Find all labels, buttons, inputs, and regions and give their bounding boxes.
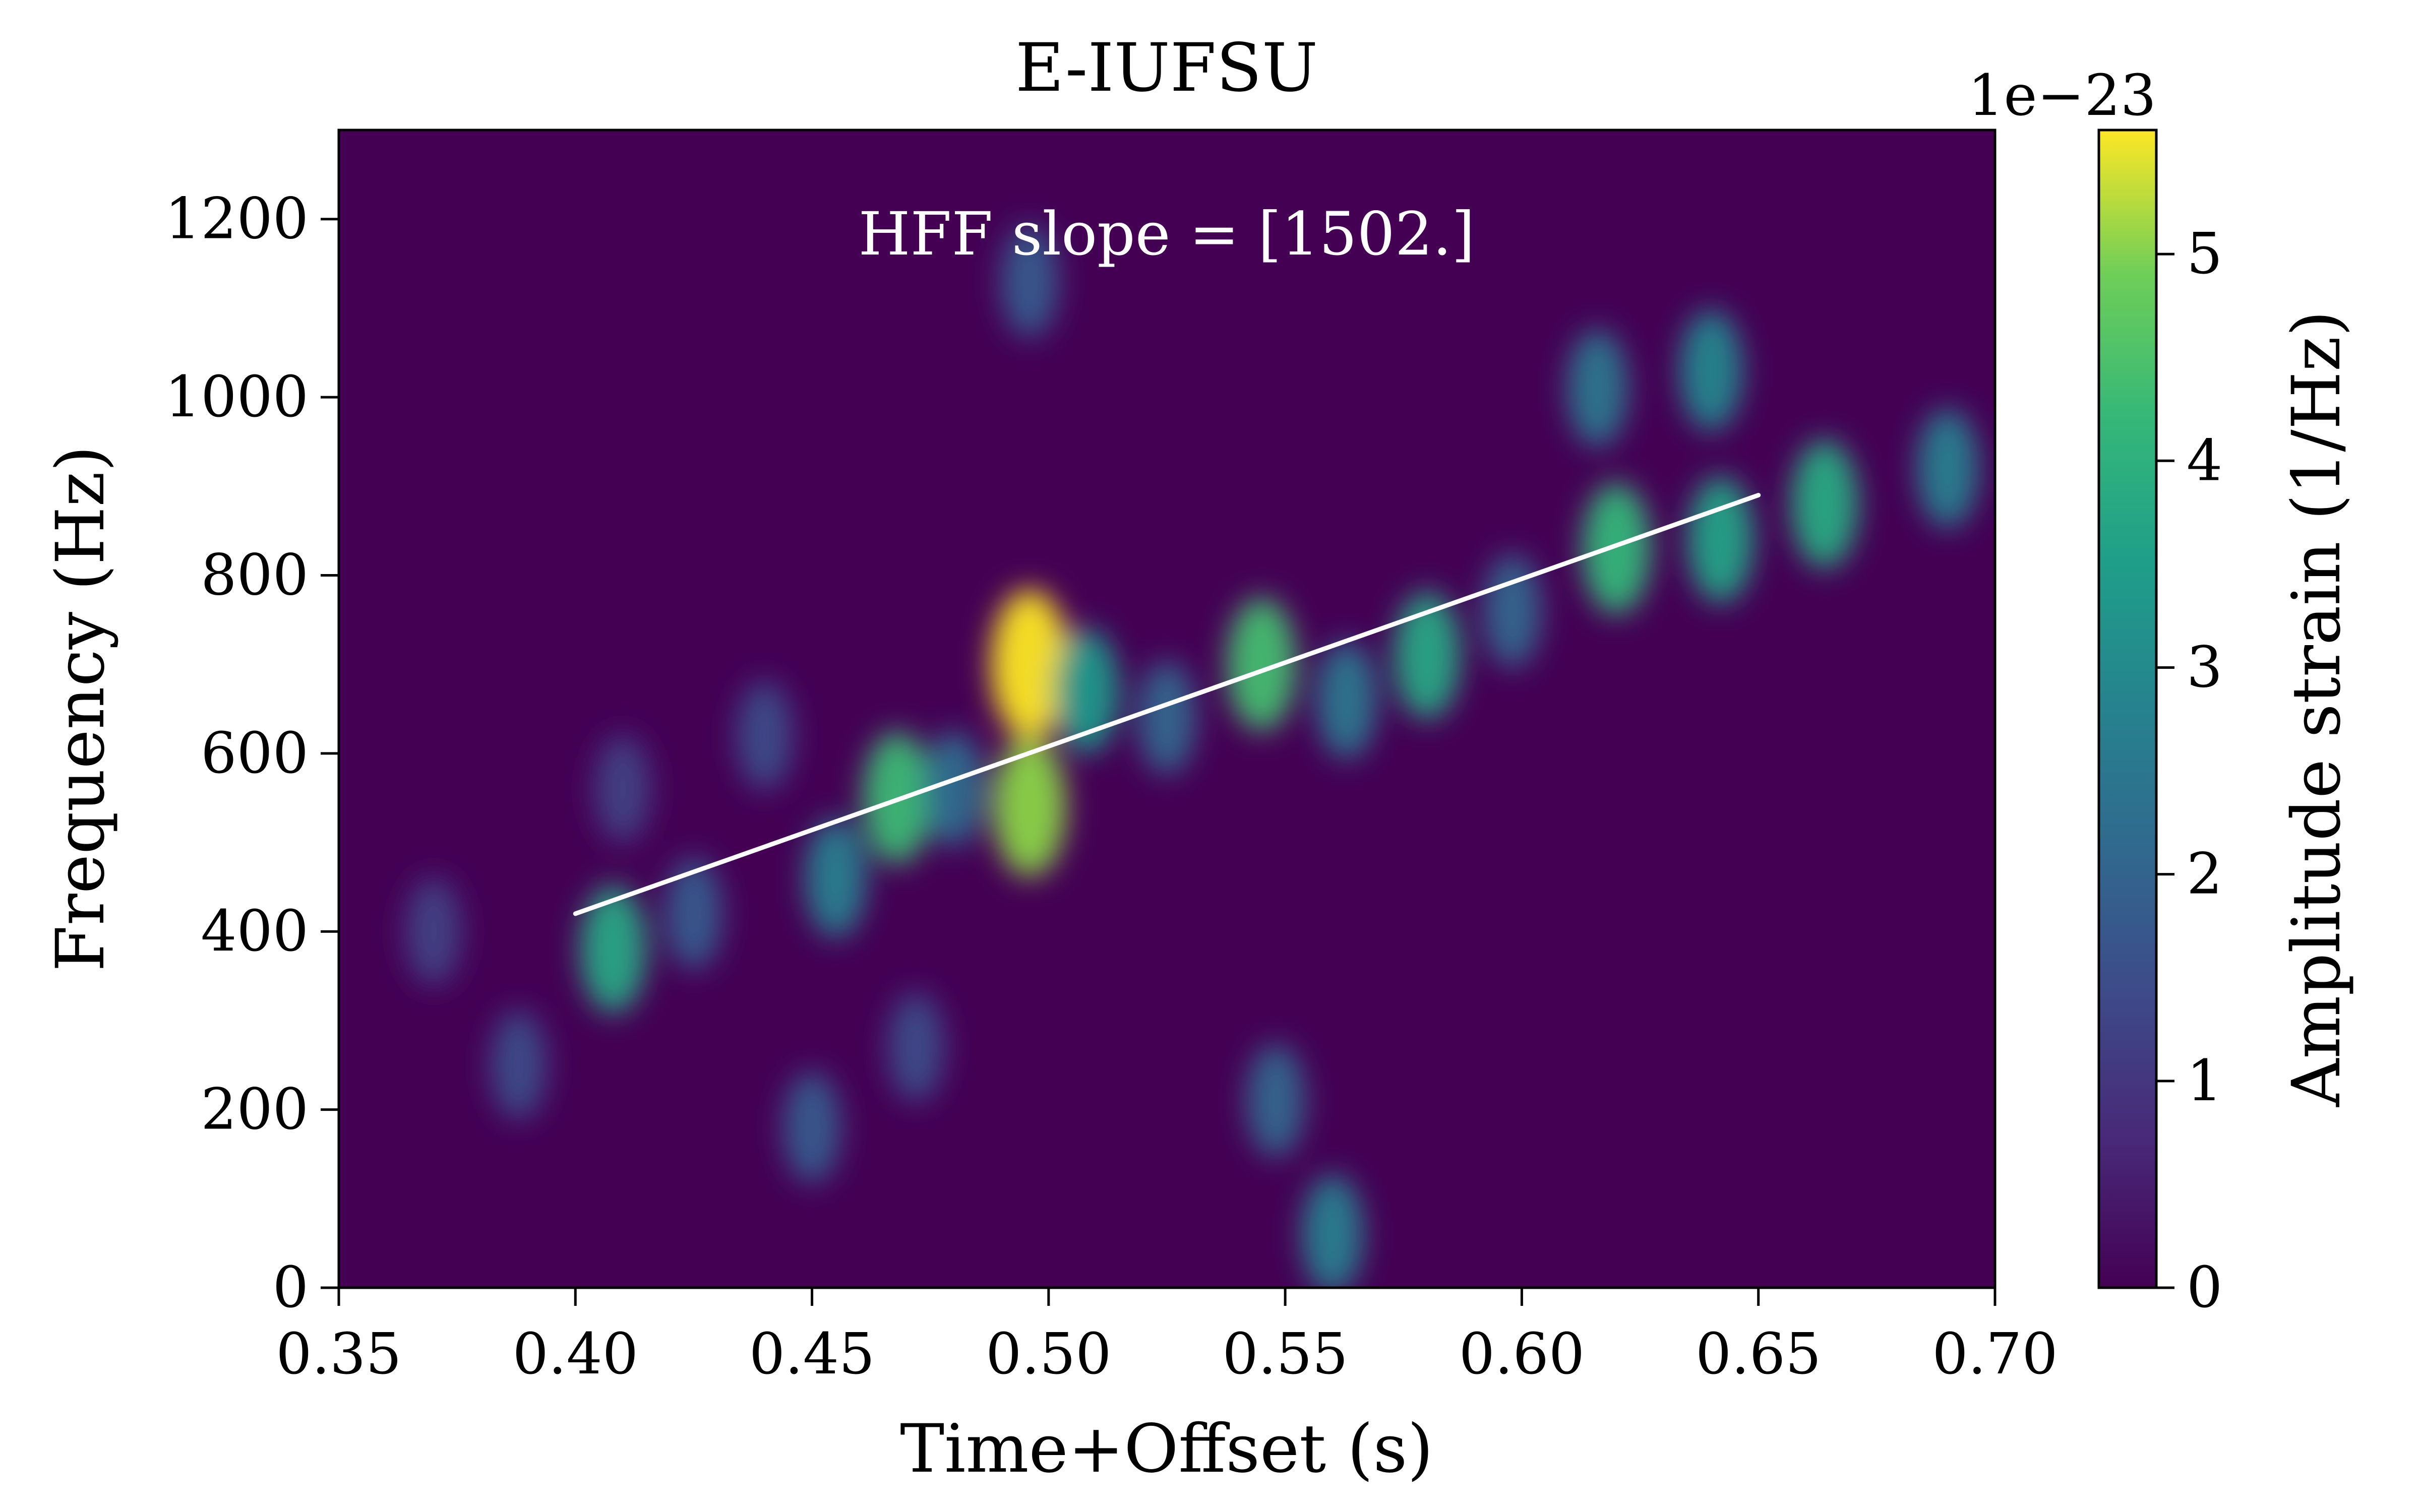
y-axis-label: Frequency (Hz) (42, 446, 119, 972)
heatmap-hotspot-5 (990, 589, 1069, 739)
heatmap-hotspot-15 (1791, 439, 1858, 569)
heatmap-hotspot-26 (736, 681, 794, 790)
x-tick-label: 0.50 (986, 1321, 1111, 1387)
chart-title: E-IUFSU (1015, 29, 1318, 107)
heatmap-hotspot-12 (1482, 554, 1542, 668)
x-tick-label: 0.45 (749, 1321, 875, 1387)
colorbar: 0 1 2 3 4 5 1e−23 Amplitude strain (1/Hz) (1968, 63, 2355, 1320)
y-tick-label: 400 (201, 899, 309, 964)
x-tick-label: 0.65 (1696, 1321, 1821, 1387)
x-tick-label: 0.35 (276, 1321, 401, 1387)
colorbar-tick-label: 3 (2187, 635, 2222, 700)
colorbar-gradient (2097, 129, 2158, 1289)
heatmap-hotspot-20 (1301, 1174, 1364, 1288)
x-axis-label: Time+Offset (s) (900, 1410, 1433, 1488)
heatmap-hotspot-23 (887, 992, 945, 1102)
y-tick-label: 1200 (165, 186, 309, 252)
fit-line (573, 492, 1761, 916)
heatmap-hotspot-17 (1566, 329, 1628, 448)
heatmap-hotspot-11 (1394, 591, 1461, 720)
colorbar-tick-label: 4 (2187, 428, 2222, 493)
heatmap-hotspot-19 (1000, 225, 1059, 338)
heatmap-hotspot-22 (782, 1071, 841, 1184)
x-tick-label: 0.60 (1459, 1321, 1585, 1387)
heatmap-hotspot-16 (1916, 408, 1979, 529)
heatmap-hotspot-2 (804, 818, 867, 938)
y-tick-label: 1000 (165, 364, 309, 430)
y-tick-label: 600 (201, 721, 309, 786)
heatmap-hotspot-10 (1316, 641, 1377, 759)
heatmap-hotspot-24 (490, 1011, 548, 1120)
heatmap-hotspot-0 (580, 885, 647, 1014)
colorbar-ticks: 0 1 2 3 4 5 (2156, 221, 2222, 1320)
plot-area: HFF slope = [1502.] (337, 129, 1996, 1289)
slope-annotation: HFF slope = [1502.] (859, 199, 1475, 269)
colorbar-tick-label: 2 (2187, 842, 2222, 907)
heatmap-hotspot-4 (924, 731, 984, 847)
y-axis-ticks: 0 200 400 600 800 1000 1200 (165, 186, 339, 1320)
y-tick-label: 200 (201, 1077, 309, 1143)
plot-frame (337, 129, 1996, 1289)
heatmap-hotspot-1 (664, 857, 723, 970)
heatmap-hotspot-7 (1054, 628, 1119, 754)
heatmap-hotspot-21 (1246, 1043, 1306, 1158)
spectrogram-heatmap (405, 225, 1979, 1288)
x-tick-label: 0.55 (1222, 1321, 1348, 1387)
colorbar-tick-label: 5 (2187, 221, 2222, 287)
heatmap-hotspot-8 (1137, 661, 1197, 775)
colorbar-tick-label: 1 (2187, 1048, 2222, 1114)
heatmap-hotspot-13 (1582, 482, 1651, 615)
y-tick-label: 800 (201, 542, 309, 608)
x-axis-ticks: 0.35 0.40 0.45 0.50 0.55 0.60 0.65 0.70 (276, 1288, 2058, 1387)
heatmap-hotspot-18 (1679, 309, 1743, 431)
colorbar-tick-label: 0 (2187, 1255, 2222, 1320)
heatmap-hotspot-6 (993, 736, 1066, 877)
heatmap-hotspot-14 (1687, 476, 1754, 603)
colorbar-offset-text: 1e−23 (1968, 63, 2156, 129)
heatmap-hotspot-27 (594, 735, 651, 843)
heatmap-hotspot-25 (405, 877, 462, 985)
x-tick-label: 0.40 (513, 1321, 638, 1387)
y-tick-label: 0 (273, 1255, 309, 1320)
colorbar-label: Amplitude strain (1/Hz) (2278, 310, 2355, 1107)
heatmap-hotspot-9 (1227, 597, 1297, 731)
x-tick-label: 0.70 (1932, 1321, 2058, 1387)
